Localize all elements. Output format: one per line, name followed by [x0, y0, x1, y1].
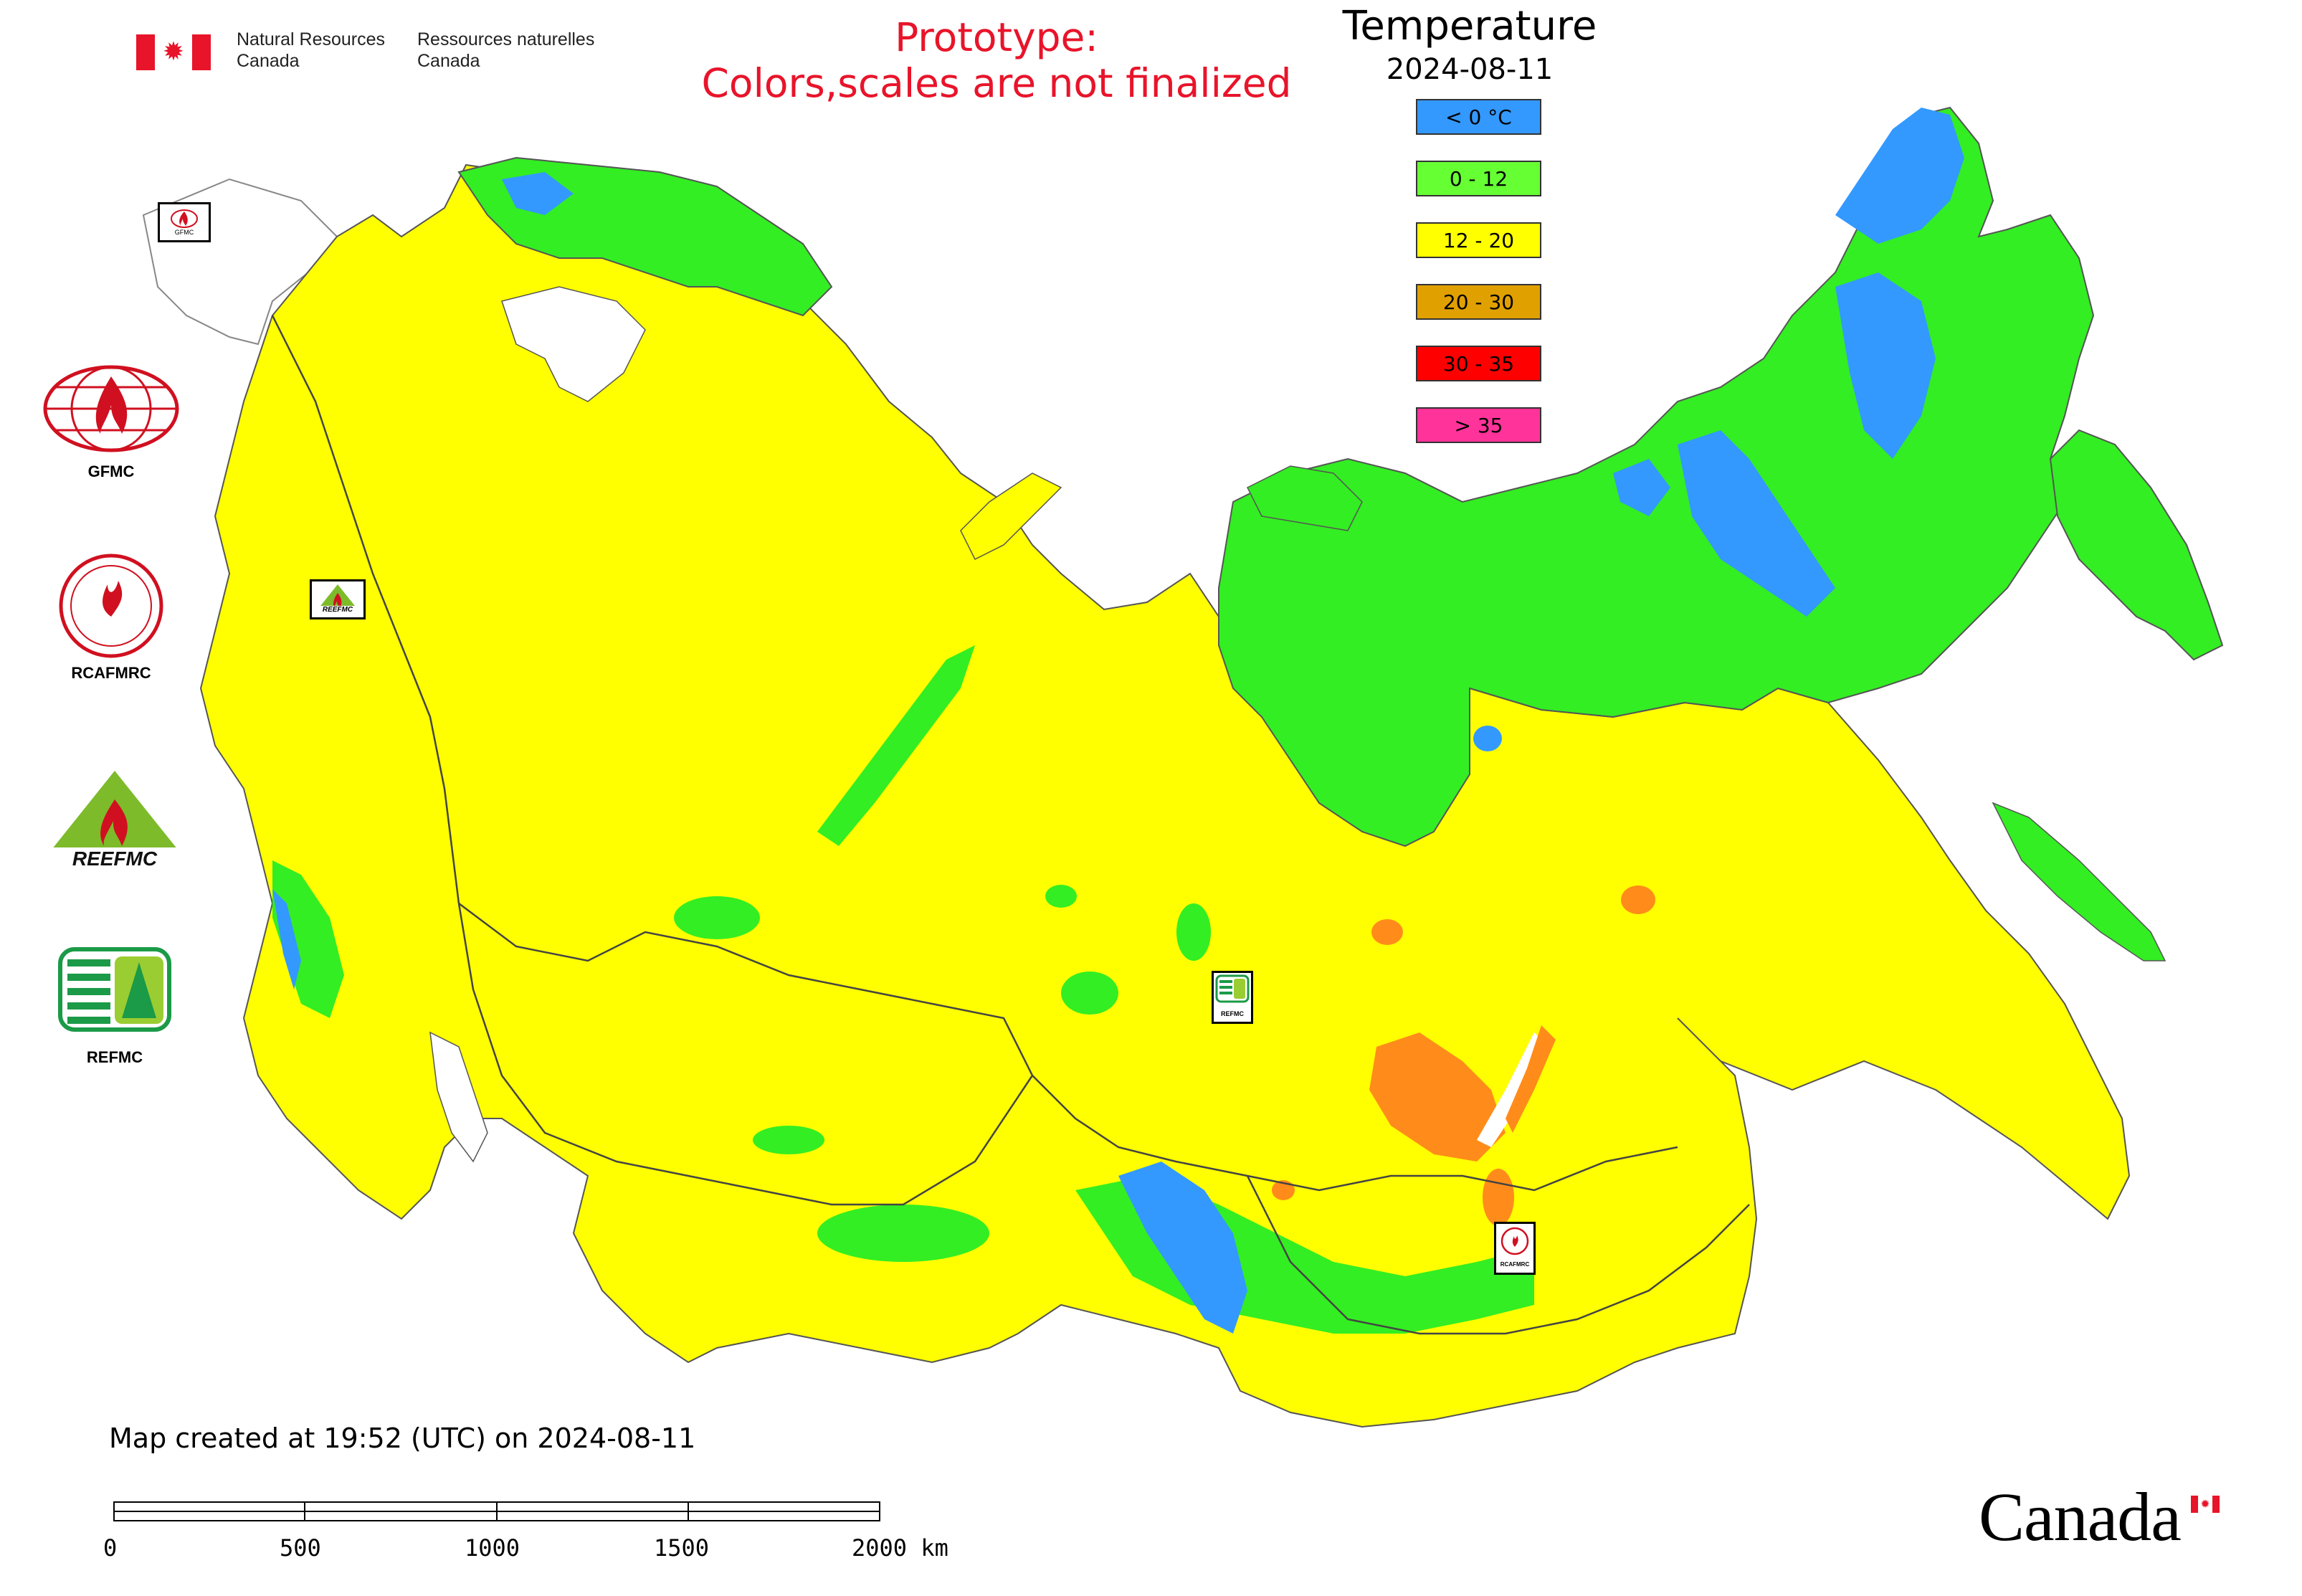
refmc-label: REFMC	[86, 1048, 143, 1066]
legend: < 0 °C 0 - 12 12 - 20 20 - 30 30 - 35 > …	[1416, 99, 1541, 443]
refmc-marker-icon	[1215, 974, 1250, 1003]
gfmc-logo[interactable]: GFMC	[39, 362, 183, 481]
kazakhstan-border	[457, 903, 1034, 1206]
prototype-notice-line1: Prototype:	[895, 14, 1098, 60]
agency-name-fr: Ressources naturelles Canada	[417, 29, 595, 71]
scale-bar	[113, 1501, 880, 1523]
baikal-warm-strip	[1506, 1025, 1556, 1133]
northeast-cold-spot	[1613, 459, 1670, 516]
green-patch-1	[1061, 972, 1118, 1015]
east-cold-strip	[1835, 272, 1936, 459]
refmc-emblem-icon	[58, 947, 171, 1032]
mongolia-border	[1246, 1175, 1750, 1335]
legend-class-0-12: 0 - 12	[1416, 161, 1541, 196]
scale-label-500: 500	[280, 1534, 321, 1562]
caucasus-cold-strip	[272, 889, 301, 989]
map-marker-reefmc[interactable]: REEFMC	[310, 579, 366, 619]
scale-bar-graphic	[113, 1501, 880, 1521]
map-created-note: Map created at 19:52 (UTC) on 2024-08-11	[109, 1422, 696, 1454]
warm-spot-4	[1272, 1180, 1295, 1200]
refmc-marker-label: REFMC	[1221, 1010, 1244, 1017]
legend-date: 2024-08-11	[1386, 53, 1554, 86]
map-marker-refmc[interactable]: REFMC	[1212, 971, 1253, 1024]
reefmc-triangle-icon	[43, 771, 186, 869]
kola-cold-region	[502, 172, 574, 215]
green-patch-4	[753, 1126, 824, 1154]
gfmc-marker-icon	[171, 209, 198, 228]
caspian-sea	[429, 1031, 488, 1163]
refmc-logo[interactable]: REFMC	[57, 946, 172, 1067]
rcafmrc-marker-icon	[1500, 1227, 1529, 1255]
green-patch-2	[1176, 903, 1211, 961]
canada-wordmark-text: Canada	[1979, 1478, 2182, 1555]
agency-name-en: Natural Resources Canada	[237, 29, 386, 71]
legend-class-below-zero: < 0 °C	[1416, 99, 1541, 135]
altai-cold-region	[1118, 1162, 1247, 1334]
warm-spot-2	[1621, 885, 1655, 914]
southern-border	[458, 903, 1678, 1192]
sakhalin-cool-region	[1992, 802, 2167, 961]
green-patch-5	[674, 896, 760, 939]
green-patch-3	[817, 1205, 989, 1262]
rcafmrc-seal-icon	[59, 554, 163, 658]
reefmc-logo[interactable]: REEFMC	[39, 767, 190, 878]
yakutia-cold-region	[1678, 430, 1835, 617]
canada-flag-icon: ✹	[136, 34, 211, 70]
rcafmrc-marker-label: RCAFMRC	[1500, 1261, 1530, 1268]
kamchatka-cool-region	[2049, 429, 2224, 661]
warm-spot-1	[1371, 919, 1403, 945]
green-patch-6	[1045, 885, 1077, 908]
map-marker-gfmc[interactable]: GFMC	[158, 202, 211, 242]
legend-class-20-30: 20 - 30	[1416, 284, 1541, 320]
gfmc-globe-icon	[43, 365, 179, 452]
reefmc-marker-label: REEFMC	[312, 606, 363, 614]
legend-class-above-35: > 35	[1416, 407, 1541, 443]
novaya-zemlya	[960, 472, 1062, 561]
scale-label-0: 0	[103, 1534, 118, 1562]
white-sea	[501, 286, 646, 402]
canada-wordmark: Canada ✹	[1979, 1477, 2237, 1570]
reefmc-wordmark: REEFMC	[72, 847, 158, 870]
warm-spot-3	[1483, 1169, 1514, 1226]
yakutia-cold-spot	[1473, 726, 1502, 751]
legend-class-30-35: 30 - 35	[1416, 346, 1541, 381]
legend-class-12-20: 12 - 20	[1416, 222, 1541, 258]
chukotka-cold-region	[1835, 108, 1964, 244]
canada-wordmark-flag-icon: ✹	[2191, 1496, 2220, 1513]
rcafmrc-logo[interactable]: RCAFMRC	[39, 552, 183, 683]
scale-label-2000-km: 2000 km	[852, 1534, 948, 1562]
scale-label-1500: 1500	[654, 1534, 710, 1562]
caucasus-cool-region	[272, 860, 344, 1018]
green-band-west	[817, 645, 975, 846]
prototype-notice-line2: Colors,scales are not finalized	[701, 60, 1292, 106]
prototype-notice: Prototype: Colors,scales are not finaliz…	[645, 14, 1348, 106]
scale-label-1000: 1000	[465, 1534, 520, 1562]
map-marker-rcafmrc[interactable]: RCAFMRC	[1494, 1222, 1536, 1275]
gfmc-label: GFMC	[87, 462, 135, 480]
legend-title: Temperature	[1342, 3, 1597, 49]
western-border	[271, 315, 460, 904]
baikal-warm-region	[1369, 1032, 1506, 1162]
gfmc-marker-label: GFMC	[174, 229, 194, 236]
taymyr-north	[1246, 465, 1363, 531]
rcafmrc-label: RCAFMRC	[71, 664, 151, 682]
